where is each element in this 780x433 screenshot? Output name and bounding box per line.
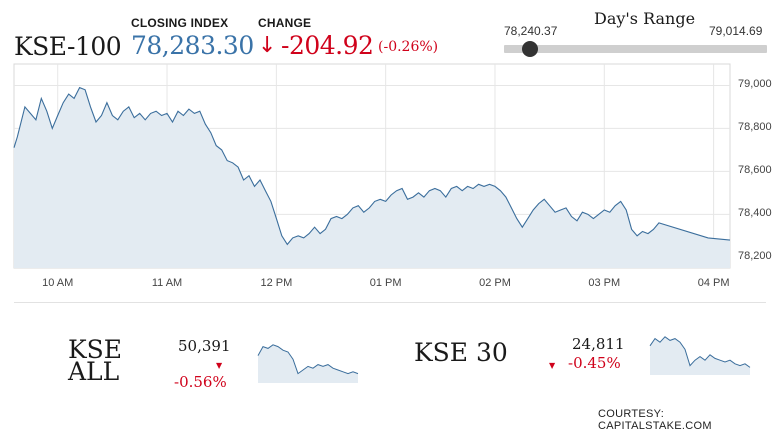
kse-all-percent: -0.56%: [174, 373, 227, 391]
change-value: -204.92: [281, 31, 374, 60]
closing-index-value: 78,283.30: [131, 31, 254, 60]
kse-30-down-arrow-icon: ▼: [549, 361, 556, 370]
x-tick-label: 11 AM: [151, 277, 183, 289]
closing-index-label: CLOSING INDEX: [131, 16, 229, 30]
kse-30-name: KSE 30: [414, 338, 508, 367]
x-tick-label: 03 PM: [588, 277, 621, 289]
x-tick-label: 02 PM: [479, 277, 511, 289]
sparkline-area: [650, 336, 750, 375]
sparkline-line: [649, 336, 751, 368]
kse-all-value: 50,391: [178, 337, 231, 355]
kse-30-sparkline: [649, 336, 751, 375]
series-line: [13, 86, 731, 246]
sparkline-area: [258, 344, 358, 383]
kse-30-value: 24,811: [572, 335, 625, 353]
x-tick-label: 01 PM: [369, 277, 402, 289]
days-range-low: 78,240.37: [504, 24, 558, 38]
kse-all-sparkline: [257, 344, 359, 383]
index-name: KSE-100: [14, 32, 122, 61]
y-tick-label: 79,000: [738, 78, 772, 91]
days-range-knob: [521, 41, 538, 57]
days-range-high: 79,014.69: [709, 24, 763, 38]
kse-all-name-line1: KSE: [68, 335, 123, 364]
sparkline-line: [257, 344, 359, 375]
kse-30-percent: -0.45%: [568, 354, 621, 372]
series-area: [14, 87, 730, 268]
y-tick-label: 78,200: [738, 250, 772, 263]
change-label: CHANGE: [258, 16, 312, 30]
y-tick-label: 78,600: [738, 164, 772, 177]
courtesy-text: COURTESY: CAPITALSTAKE.COM: [598, 408, 712, 432]
x-tick-label: 10 AM: [42, 277, 74, 289]
kse-all-name: KSE ALL: [68, 335, 123, 386]
x-tick-label: 04 PM: [697, 277, 730, 289]
kse-all-down-arrow-icon: ▼: [216, 361, 223, 370]
days-range-title: Day's Range: [594, 9, 696, 28]
y-tick-label: 78,400: [738, 207, 772, 220]
divider: [14, 302, 766, 303]
down-arrow-icon: ↓: [258, 33, 277, 58]
y-tick-label: 78,800: [738, 121, 772, 134]
change-percent: (-0.26%): [378, 39, 439, 55]
kse-all-name-line2: ALL: [68, 357, 120, 386]
x-tick-label: 12 PM: [260, 277, 293, 289]
days-range-track: [504, 45, 767, 53]
